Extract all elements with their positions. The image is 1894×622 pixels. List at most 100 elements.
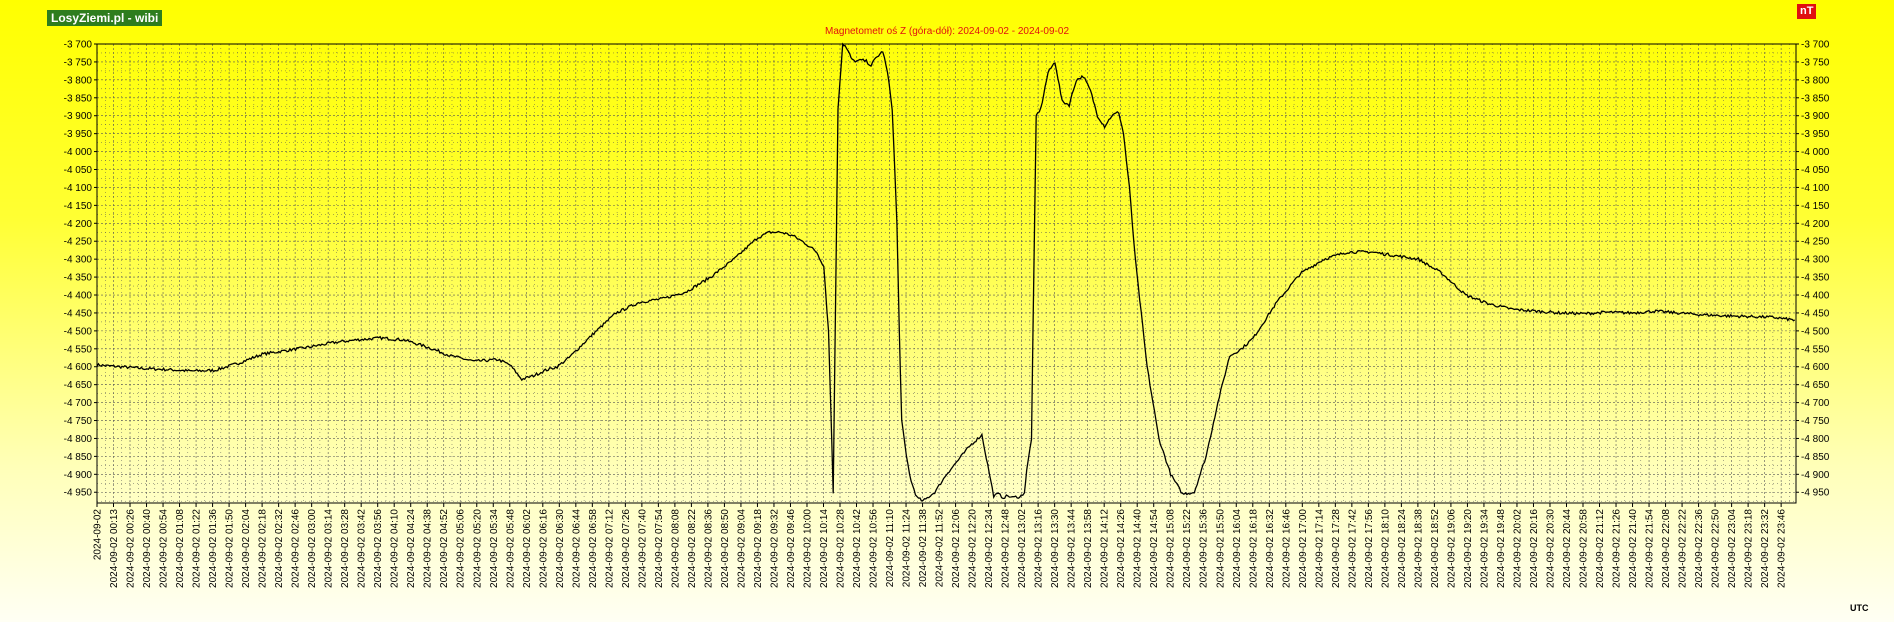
x-axis: 2024-09-02 2024-09-02 00:13 2024-09-02 00:… bbox=[93, 509, 1788, 588]
unit-badge: nT bbox=[1797, 4, 1817, 19]
x-tick-label: 2024-09-02 12:20 bbox=[968, 509, 979, 588]
y-tick-label-left: -4 250 bbox=[64, 237, 93, 248]
x-tick-label: 2024-09-02 14:26 bbox=[1116, 509, 1127, 588]
x-tick-label: 2024-09-02 18:52 bbox=[1430, 509, 1441, 588]
x-tick-label: 2024-09-02 00:54 bbox=[159, 509, 170, 588]
y-tick-label-right: -4 250 bbox=[1801, 237, 1830, 248]
x-tick-label: 2024-09-02 16:32 bbox=[1265, 509, 1276, 588]
y-tick-label-right: -4 950 bbox=[1801, 488, 1830, 499]
y-tick-label-left: -4 600 bbox=[64, 362, 93, 373]
y-tick-label-left: -3 750 bbox=[64, 57, 93, 68]
x-tick-label: 2024-09-02 03:56 bbox=[373, 509, 384, 588]
x-tick-label: 2024-09-02 02:46 bbox=[291, 509, 302, 588]
x-tick-label: 2024-09-02 05:20 bbox=[472, 509, 483, 588]
y-tick-label-right: -3 900 bbox=[1801, 111, 1830, 122]
x-tick-label: 2024-09-02 01:08 bbox=[175, 509, 186, 588]
x-tick-label: 2024-09-02 04:52 bbox=[439, 509, 450, 588]
y-tick-label-left: -3 700 bbox=[64, 40, 93, 51]
series-line bbox=[96, 42, 1795, 502]
y-tick-label-right: -3 750 bbox=[1801, 57, 1830, 68]
y-tick-label-left: -4 750 bbox=[64, 416, 93, 427]
x-tick-label: 2024-09-02 07:54 bbox=[654, 509, 665, 588]
x-tick-label: 2024-09-02 11:24 bbox=[902, 509, 913, 588]
y-tick-label-right: -4 700 bbox=[1801, 398, 1830, 409]
x-tick-label: 2024-09-02 15:22 bbox=[1182, 509, 1193, 588]
x-tick-label: 2024-09-02 09:32 bbox=[769, 509, 780, 588]
x-tick-label: 2024-09-02 16:46 bbox=[1281, 509, 1292, 588]
x-tick-label: 2024-09-02 04:10 bbox=[390, 509, 401, 588]
x-tick-label: 2024-09-02 12:34 bbox=[984, 509, 995, 588]
x-tick-label: 2024-09-02 06:16 bbox=[538, 509, 549, 588]
x-tick-label: 2024-09-02 07:40 bbox=[637, 509, 648, 588]
plot-frame bbox=[96, 43, 1797, 504]
y-tick-label-left: -4 650 bbox=[64, 380, 93, 391]
x-tick-label: 2024-09-02 22:22 bbox=[1678, 509, 1689, 588]
x-tick-label: 2024-09-02 08:08 bbox=[670, 509, 681, 588]
x-tick-label: 2024-09-02 21:26 bbox=[1612, 509, 1623, 588]
y-tick-label-right: -3 950 bbox=[1801, 129, 1830, 140]
y-tick-label-right: -4 000 bbox=[1801, 147, 1830, 158]
x-tick-label: 2024-09-02 08:36 bbox=[703, 509, 714, 588]
x-tick-label: 2024-09-02 20:44 bbox=[1562, 509, 1573, 588]
y-tick-label-left: -4 700 bbox=[64, 398, 93, 409]
x-tick-label: 2024-09-02 08:22 bbox=[687, 509, 698, 588]
x-tick-label: 2024-09-02 20:02 bbox=[1512, 509, 1523, 588]
x-tick-label: 2024-09-02 17:14 bbox=[1314, 509, 1325, 588]
y-tick-label-left: -4 950 bbox=[64, 488, 93, 499]
x-tick-label: 2024-09-02 03:14 bbox=[324, 509, 335, 588]
x-tick-label: 2024-09-02 16:18 bbox=[1248, 509, 1259, 588]
y-tick-label-right: -4 100 bbox=[1801, 183, 1830, 194]
x-tick-label: 2024-09-02 17:00 bbox=[1298, 509, 1309, 588]
y-tick-label-left: -4 550 bbox=[64, 344, 93, 355]
x-tick-label: 2024-09-02 21:40 bbox=[1628, 509, 1639, 588]
y-tick-label-left: -4 050 bbox=[64, 165, 93, 176]
x-tick-label: 2024-09-02 09:46 bbox=[786, 509, 797, 588]
x-tick-label: 2024-09-02 21:54 bbox=[1645, 509, 1656, 588]
y-tick-label-right: -4 500 bbox=[1801, 326, 1830, 337]
y-tick-label-left: -4 500 bbox=[64, 326, 93, 337]
x-tick-label: 2024-09-02 08:50 bbox=[720, 509, 731, 588]
y-tick-label-left: -4 400 bbox=[64, 291, 93, 302]
x-tick-label: 2024-09-02 00:13 bbox=[109, 509, 120, 588]
x-tick-label: 2024-09-02 10:28 bbox=[836, 509, 847, 588]
x-tick-label: 2024-09-02 00:26 bbox=[126, 509, 137, 588]
grid-layer bbox=[94, 43, 1799, 507]
y-tick-label-left: -3 800 bbox=[64, 75, 93, 86]
y-tick-label-right: -4 300 bbox=[1801, 255, 1830, 266]
x-tick-label: 2024-09-02 12:06 bbox=[951, 509, 962, 588]
y-tick-label-right: -4 800 bbox=[1801, 434, 1830, 445]
x-tick-label: 2024-09-02 06:30 bbox=[555, 509, 566, 588]
y-axis-right: -3 700 -3 750 -3 800 -3 850 -3 900 -3 950 -4 0… bbox=[1801, 40, 1830, 499]
y-tick-label-left: -4 150 bbox=[64, 201, 93, 212]
y-tick-label-right: -4 850 bbox=[1801, 452, 1830, 463]
y-tick-label-left: -4 000 bbox=[64, 147, 93, 158]
y-tick-label-right: -4 350 bbox=[1801, 273, 1830, 284]
x-tick-label: 2024-09-02 bbox=[93, 509, 104, 561]
y-tick-label-right: -3 700 bbox=[1801, 40, 1830, 51]
x-tick-label: 2024-09-02 11:38 bbox=[918, 509, 929, 588]
x-tick-label: 2024-09-02 10:14 bbox=[819, 509, 830, 588]
x-tick-label: 2024-09-02 12:48 bbox=[1001, 509, 1012, 588]
x-tick-label: 2024-09-02 05:06 bbox=[456, 509, 467, 588]
x-tick-label: 2024-09-02 05:34 bbox=[489, 509, 500, 588]
x-tick-label: 2024-09-02 02:18 bbox=[258, 509, 269, 588]
x-tick-label: 2024-09-02 23:18 bbox=[1744, 509, 1755, 588]
x-tick-label: 2024-09-02 19:48 bbox=[1496, 509, 1507, 588]
x-tick-label: 2024-09-02 15:08 bbox=[1166, 509, 1177, 588]
x-tick-label: 2024-09-02 19:06 bbox=[1446, 509, 1457, 588]
x-tick-label: 2024-09-02 01:36 bbox=[208, 509, 219, 588]
x-tick-label: 2024-09-02 03:28 bbox=[340, 509, 351, 588]
x-tick-label: 2024-09-02 09:04 bbox=[736, 509, 747, 588]
x-tick-label: 2024-09-02 22:36 bbox=[1694, 509, 1705, 588]
x-tick-label: 2024-09-02 02:32 bbox=[274, 509, 285, 588]
x-tick-label: 2024-09-02 13:16 bbox=[1034, 509, 1045, 588]
x-tick-label: 2024-09-02 03:42 bbox=[357, 509, 368, 588]
x-tick-label: 2024-09-02 18:10 bbox=[1380, 509, 1391, 588]
y-tick-label-right: -3 850 bbox=[1801, 93, 1830, 104]
x-tick-label: 2024-09-02 22:08 bbox=[1661, 509, 1672, 588]
x-tick-label: 2024-09-02 05:48 bbox=[505, 509, 516, 588]
x-tick-label: 2024-09-02 13:58 bbox=[1083, 509, 1094, 588]
x-tick-label: 2024-09-02 19:34 bbox=[1479, 509, 1490, 588]
x-tick-label: 2024-09-02 23:32 bbox=[1760, 509, 1771, 588]
